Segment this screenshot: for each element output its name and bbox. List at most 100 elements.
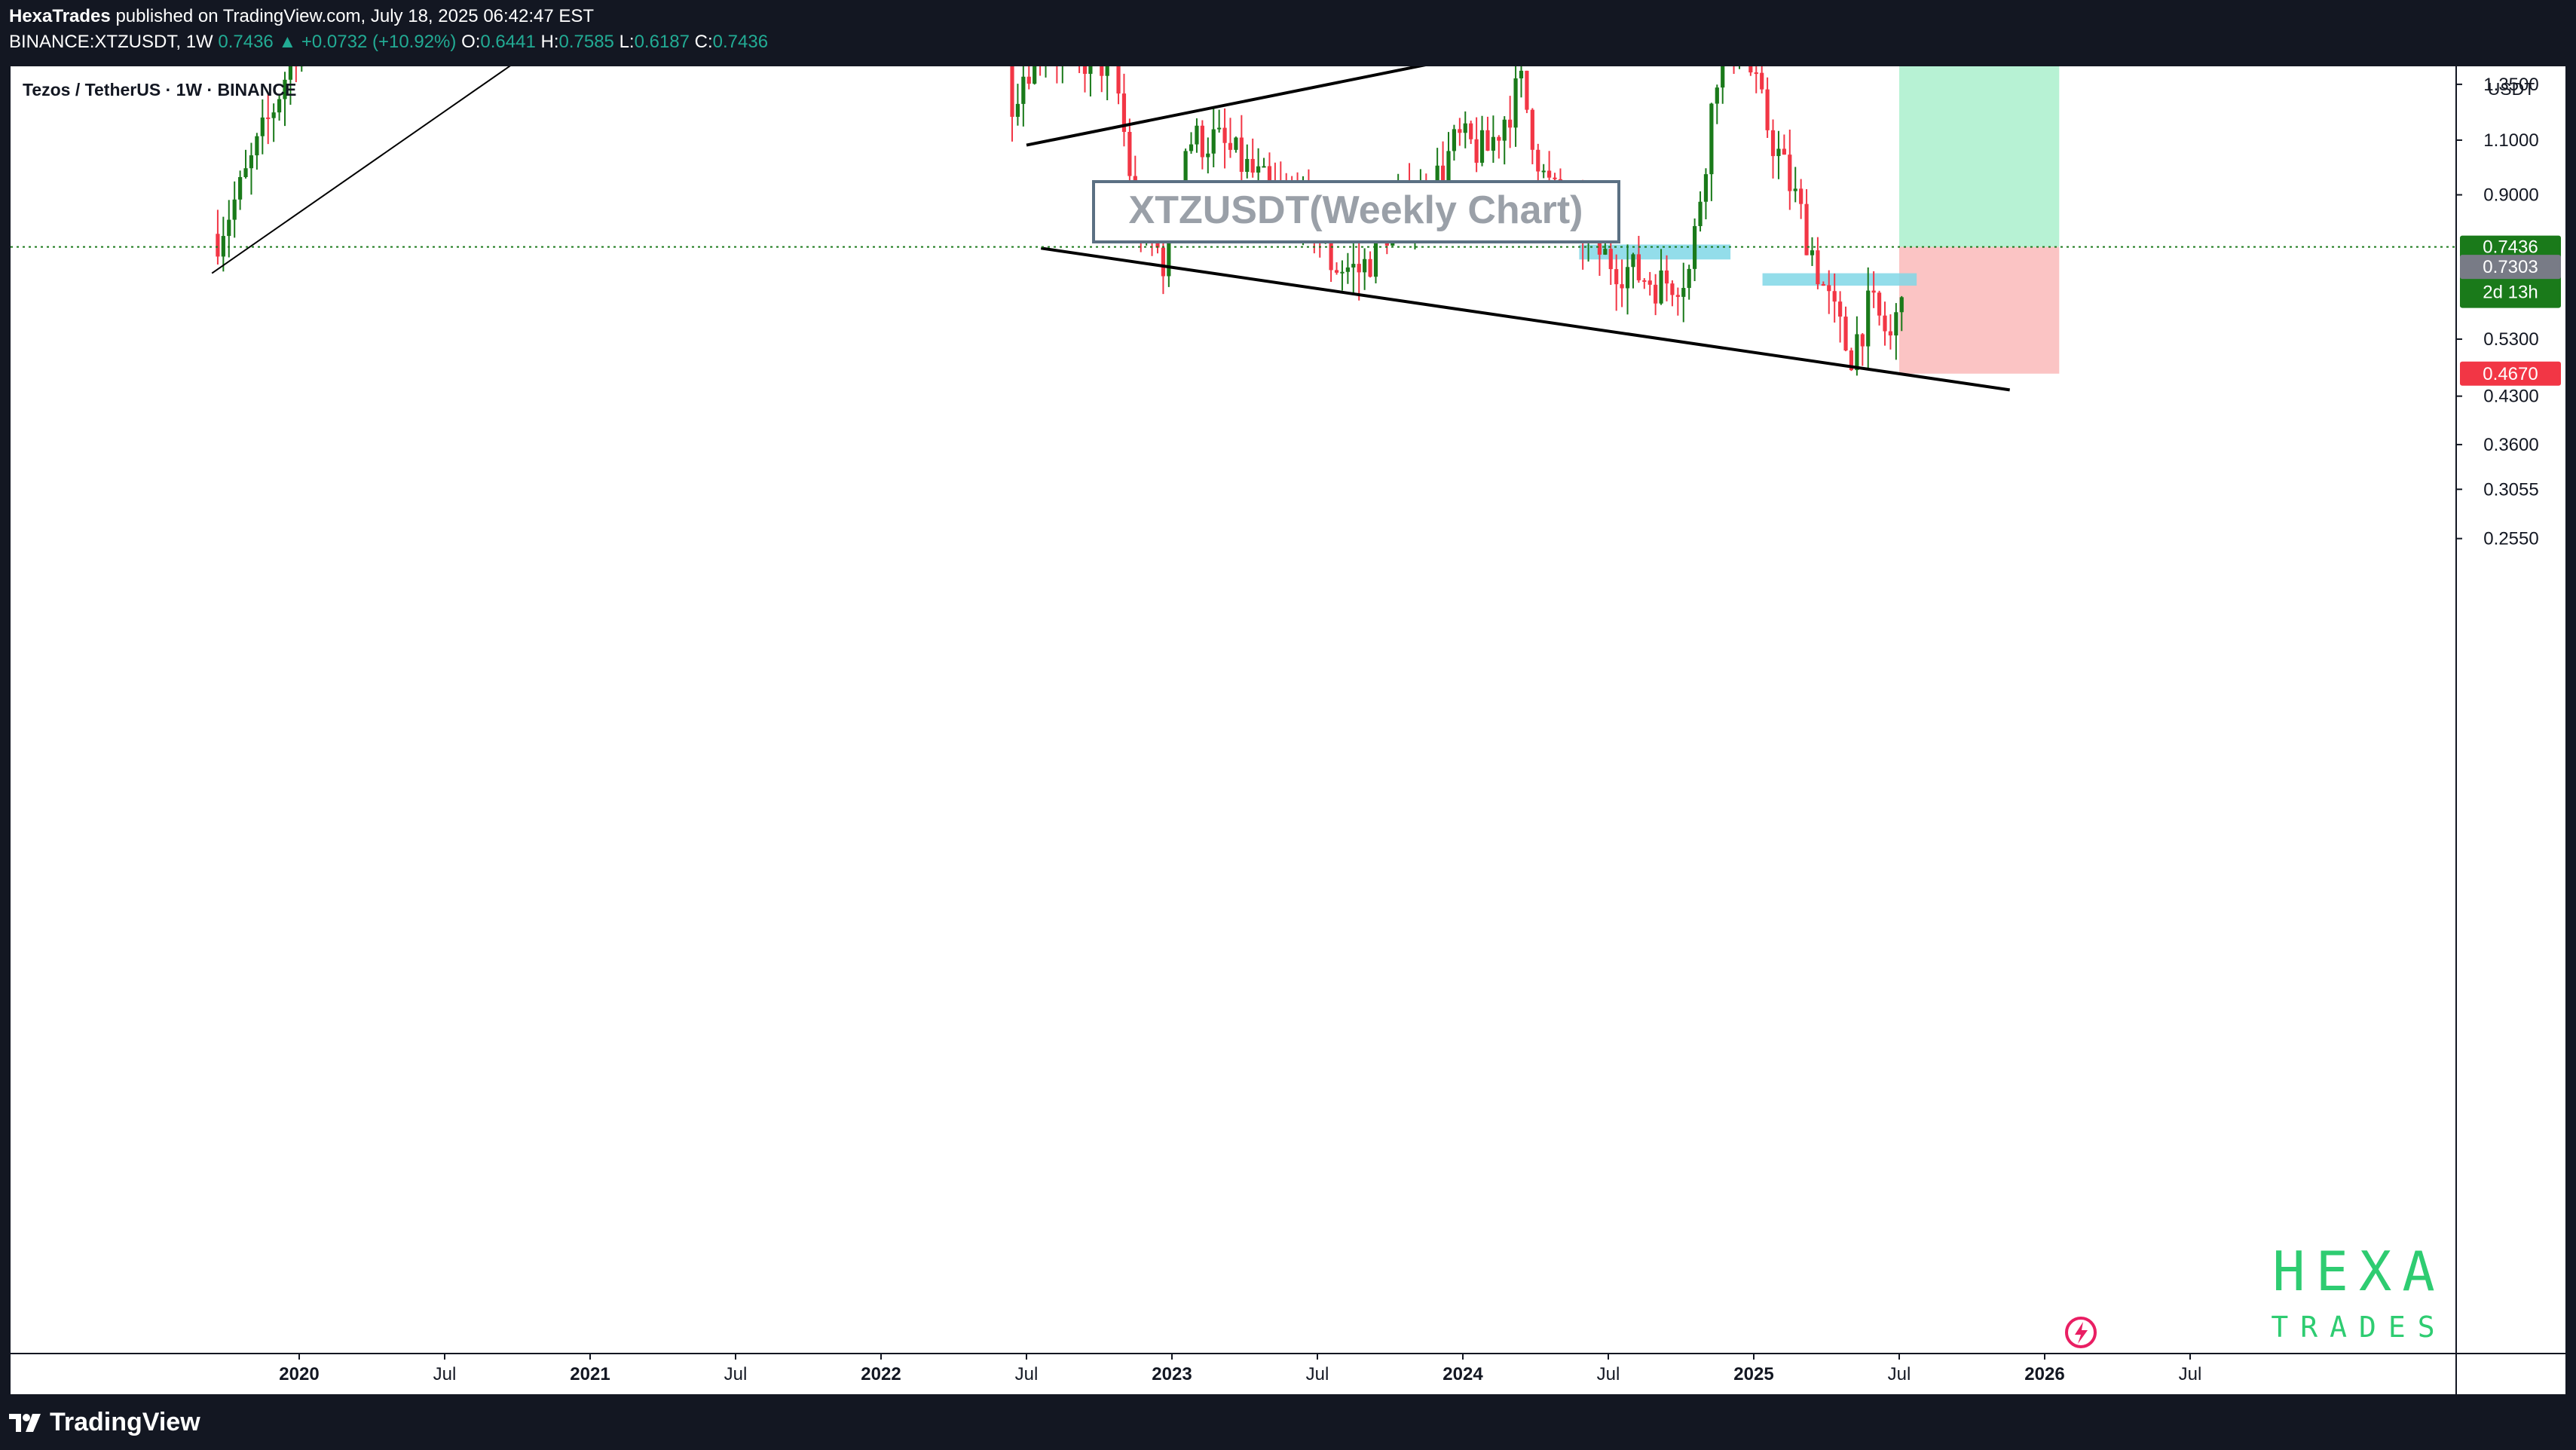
candle-body bbox=[232, 199, 237, 220]
candle-body bbox=[1010, 66, 1014, 118]
candle-body bbox=[1614, 269, 1619, 285]
y-tick-label: 0.4300 bbox=[2483, 387, 2538, 407]
candle-body bbox=[1469, 123, 1473, 139]
author-name[interactable]: HexaTrades bbox=[9, 6, 111, 26]
candle-body bbox=[1458, 129, 1462, 133]
x-tick-label: 2026 bbox=[2024, 1364, 2064, 1384]
tradingview-logo-icon bbox=[9, 1413, 41, 1432]
x-tick-label: Jul bbox=[724, 1364, 748, 1384]
candle-body bbox=[1116, 66, 1121, 94]
candle-body bbox=[1888, 331, 1893, 336]
triangle-up-icon: ▲ bbox=[278, 32, 297, 52]
close-value: 0.7436 bbox=[712, 32, 769, 52]
candle-body bbox=[1256, 166, 1261, 173]
candle-body bbox=[1519, 70, 1524, 78]
candle-body bbox=[1698, 201, 1703, 227]
candle-body bbox=[1765, 89, 1770, 130]
candle-body bbox=[1603, 249, 1608, 255]
candle-body bbox=[238, 176, 243, 200]
candle-body bbox=[216, 234, 220, 257]
candle-body bbox=[1363, 258, 1367, 273]
brand-name: TradingView bbox=[50, 1408, 200, 1436]
candle-body bbox=[1866, 290, 1871, 347]
candle-body bbox=[1502, 119, 1507, 141]
candle-body bbox=[283, 79, 287, 99]
price-chart[interactable]: Tezos / TetherUS · 1W · BINANCE XTZUSDT(… bbox=[11, 66, 2565, 1394]
candle-body bbox=[1782, 148, 1786, 155]
x-tick-label: 2020 bbox=[279, 1364, 319, 1384]
candle-body bbox=[1234, 137, 1238, 150]
candle-body bbox=[1843, 317, 1848, 350]
trendlines-layer bbox=[211, 66, 2045, 392]
price-level-badge bbox=[2460, 255, 2561, 280]
x-tick-label: Jul bbox=[1306, 1364, 1329, 1384]
y-tick-label: 0.9000 bbox=[2483, 185, 2538, 206]
candle-body bbox=[1793, 188, 1797, 191]
candle-body bbox=[1788, 154, 1792, 191]
y-tick-label: 0.5300 bbox=[2483, 329, 2538, 350]
y-tick-label: 1.1000 bbox=[2483, 130, 2538, 151]
candle-body bbox=[1189, 144, 1194, 151]
candle-body bbox=[1553, 177, 1557, 179]
candle-body bbox=[1491, 136, 1495, 151]
candle-body bbox=[1877, 292, 1882, 316]
candle-body bbox=[1670, 283, 1675, 295]
trendline-1[interactable] bbox=[211, 66, 1041, 274]
watermark-line1: HEXA bbox=[2272, 1240, 2445, 1303]
candle-body bbox=[1608, 249, 1613, 270]
candle-body bbox=[277, 99, 282, 113]
candle-body bbox=[1855, 334, 1859, 371]
candle-body bbox=[1871, 290, 1876, 293]
price-level-text: 0.4670 bbox=[2483, 364, 2538, 384]
x-tick-label: Jul bbox=[1597, 1364, 1620, 1384]
time-axis[interactable]: 2020 Jul 2021 Jul 2022 Jul 2023 Jul 2024 Jul 2025 J… bbox=[279, 1354, 2201, 1384]
annotation-box[interactable]: XTZUSDT(Weekly Chart) bbox=[1092, 180, 1620, 243]
lightning-icon[interactable] bbox=[2065, 1317, 2097, 1348]
candle-body bbox=[1026, 76, 1031, 84]
candle-body bbox=[1211, 129, 1216, 154]
price-axis[interactable]: 1.3500 1.1000 0.9000 0.5300 0.4300 0.3600 0.30… bbox=[2456, 75, 2539, 549]
candle-body bbox=[1195, 125, 1199, 145]
candle-body bbox=[1513, 78, 1518, 128]
candle-body bbox=[1452, 129, 1457, 151]
candle-body bbox=[1446, 151, 1451, 182]
candle-body bbox=[1838, 301, 1843, 317]
candle-body bbox=[1082, 66, 1088, 74]
candle-body bbox=[1525, 70, 1529, 110]
x-tick-label: Jul bbox=[433, 1364, 457, 1384]
candle-body bbox=[243, 168, 248, 177]
candle-body bbox=[1105, 66, 1109, 76]
candle-body bbox=[1804, 203, 1809, 255]
candle-body bbox=[1536, 149, 1540, 172]
candle-body bbox=[1860, 334, 1865, 347]
candle-body bbox=[271, 112, 276, 118]
candle-body bbox=[1245, 158, 1250, 173]
candle-body bbox=[1206, 153, 1210, 158]
candle-body bbox=[1715, 87, 1719, 104]
zones-layer bbox=[1259, 66, 2060, 374]
low-value: 0.6187 bbox=[634, 32, 690, 52]
trendline-3[interactable] bbox=[1041, 246, 2010, 392]
candle-body bbox=[1659, 270, 1663, 304]
published-text: published on TradingView.com, July 18, 2… bbox=[115, 6, 595, 26]
candle-body bbox=[1183, 151, 1188, 195]
candle-body bbox=[1530, 109, 1534, 150]
candle-body bbox=[1373, 233, 1378, 277]
candle-body bbox=[1894, 312, 1898, 336]
publish-header: HexaTrades published on TradingView.com,… bbox=[0, 0, 2576, 66]
candle-body bbox=[1547, 170, 1552, 178]
candle-body bbox=[288, 66, 293, 80]
low-label: L: bbox=[619, 32, 635, 52]
candle-body bbox=[1654, 284, 1658, 304]
candle-body bbox=[255, 136, 259, 156]
chart-frame[interactable]: Tezos / TetherUS · 1W · BINANCE XTZUSDT(… bbox=[11, 66, 2565, 1394]
candle-body bbox=[1776, 148, 1781, 157]
candle-body bbox=[1642, 280, 1647, 282]
tradingview-brand[interactable]: TradingView bbox=[9, 1408, 200, 1437]
x-tick-label: 2022 bbox=[861, 1364, 901, 1384]
hexa-watermark: HEXA TRADES bbox=[2271, 1240, 2445, 1344]
currency-label: USDT bbox=[2488, 79, 2535, 99]
trendline-2[interactable] bbox=[1026, 66, 2045, 147]
annotation-text: XTZUSDT(Weekly Chart) bbox=[1129, 188, 1583, 232]
